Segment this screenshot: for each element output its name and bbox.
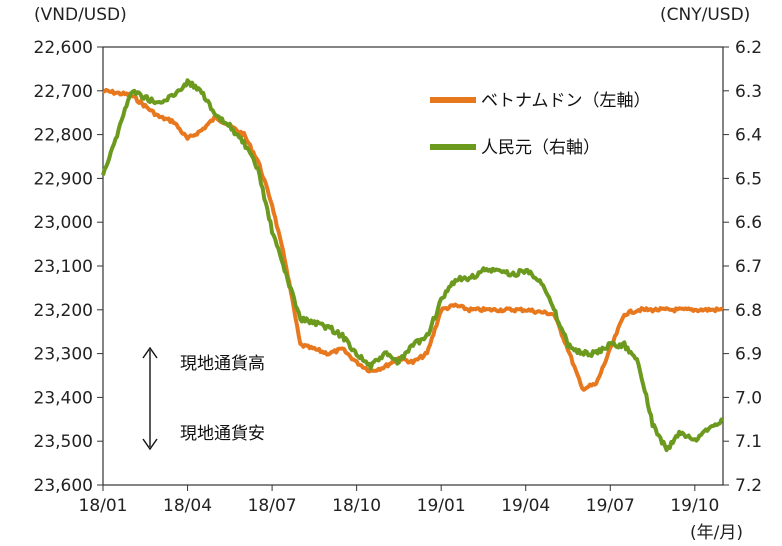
right-tick-label: 6.3 (735, 82, 762, 102)
right-tick-label: 6.7 (735, 257, 762, 277)
series-line-cny (101, 78, 724, 453)
x-tick-label: 18/07 (248, 496, 297, 516)
plot-frame (102, 46, 724, 486)
left-tick-label: 23,300 (34, 345, 93, 365)
series-line-vnd (102, 87, 725, 392)
x-tick-label: 19/01 (417, 496, 466, 516)
left-tick-label: 22,900 (34, 169, 93, 189)
right-tick-label: 7.0 (735, 388, 762, 408)
legend-label-cny: 人民元（右軸） (481, 138, 600, 158)
x-tick-label: 18/01 (79, 496, 128, 516)
series-layer (101, 78, 725, 453)
right-tick-label: 6.6 (735, 213, 762, 233)
left-tick-label: 22,700 (34, 82, 93, 102)
right-tick-label: 6.8 (735, 301, 762, 321)
annotation-local-currency-strong: 現地通貨高 (180, 354, 265, 374)
left-tick-label: 23,400 (34, 388, 93, 408)
x-tick-label: 19/07 (586, 496, 635, 516)
legend: ベトナムドン（左軸） 人民元（右軸） (430, 91, 651, 158)
right-axis-unit-label: (CNY/USD) (660, 5, 750, 25)
left-tick-label: 23,200 (34, 301, 93, 321)
x-tick-label: 19/10 (670, 496, 719, 516)
annotation-local-currency-weak: 現地通貨安 (180, 424, 265, 444)
right-tick-label: 6.5 (735, 169, 762, 189)
x-tick-label: 19/04 (501, 496, 550, 516)
left-tick-label: 23,100 (34, 257, 93, 277)
left-tick-label: 23,600 (34, 476, 93, 496)
legend-label-vnd: ベトナムドン（左軸） (481, 91, 651, 111)
direction-annotation: 現地通貨高 現地通貨安 (142, 346, 265, 451)
x-tick-label: 18/04 (163, 496, 212, 516)
left-tick-label: 22,600 (34, 38, 93, 58)
arrow-up-head-icon (142, 346, 158, 359)
left-tick-label: 23,000 (34, 213, 93, 233)
right-tick-label: 6.2 (735, 38, 762, 58)
x-axis-ticks: 18/01 18/04 18/07 18/10 19/01 19/04 19/07 19/10 (79, 485, 719, 516)
right-tick-label: 7.1 (735, 432, 762, 452)
x-axis-unit-label: (年/月) (690, 523, 743, 543)
right-tick-label: 6.9 (735, 345, 762, 365)
left-axis-unit-label: (VND/USD) (34, 5, 127, 25)
left-tick-label: 23,500 (34, 432, 93, 452)
right-axis-ticks: 6.2 6.3 6.4 6.5 6.6 6.7 6.8 6.9 7.0 7.1 7.2 (723, 38, 762, 496)
left-axis-ticks: 22,600 22,700 22,800 22,900 23,000 23,100 23,2… (34, 38, 103, 496)
right-tick-label: 7.2 (735, 476, 762, 496)
right-tick-label: 6.4 (735, 126, 762, 146)
x-tick-label: 18/10 (332, 496, 381, 516)
left-tick-label: 22,800 (34, 126, 93, 146)
arrow-down-head-icon (142, 438, 158, 451)
